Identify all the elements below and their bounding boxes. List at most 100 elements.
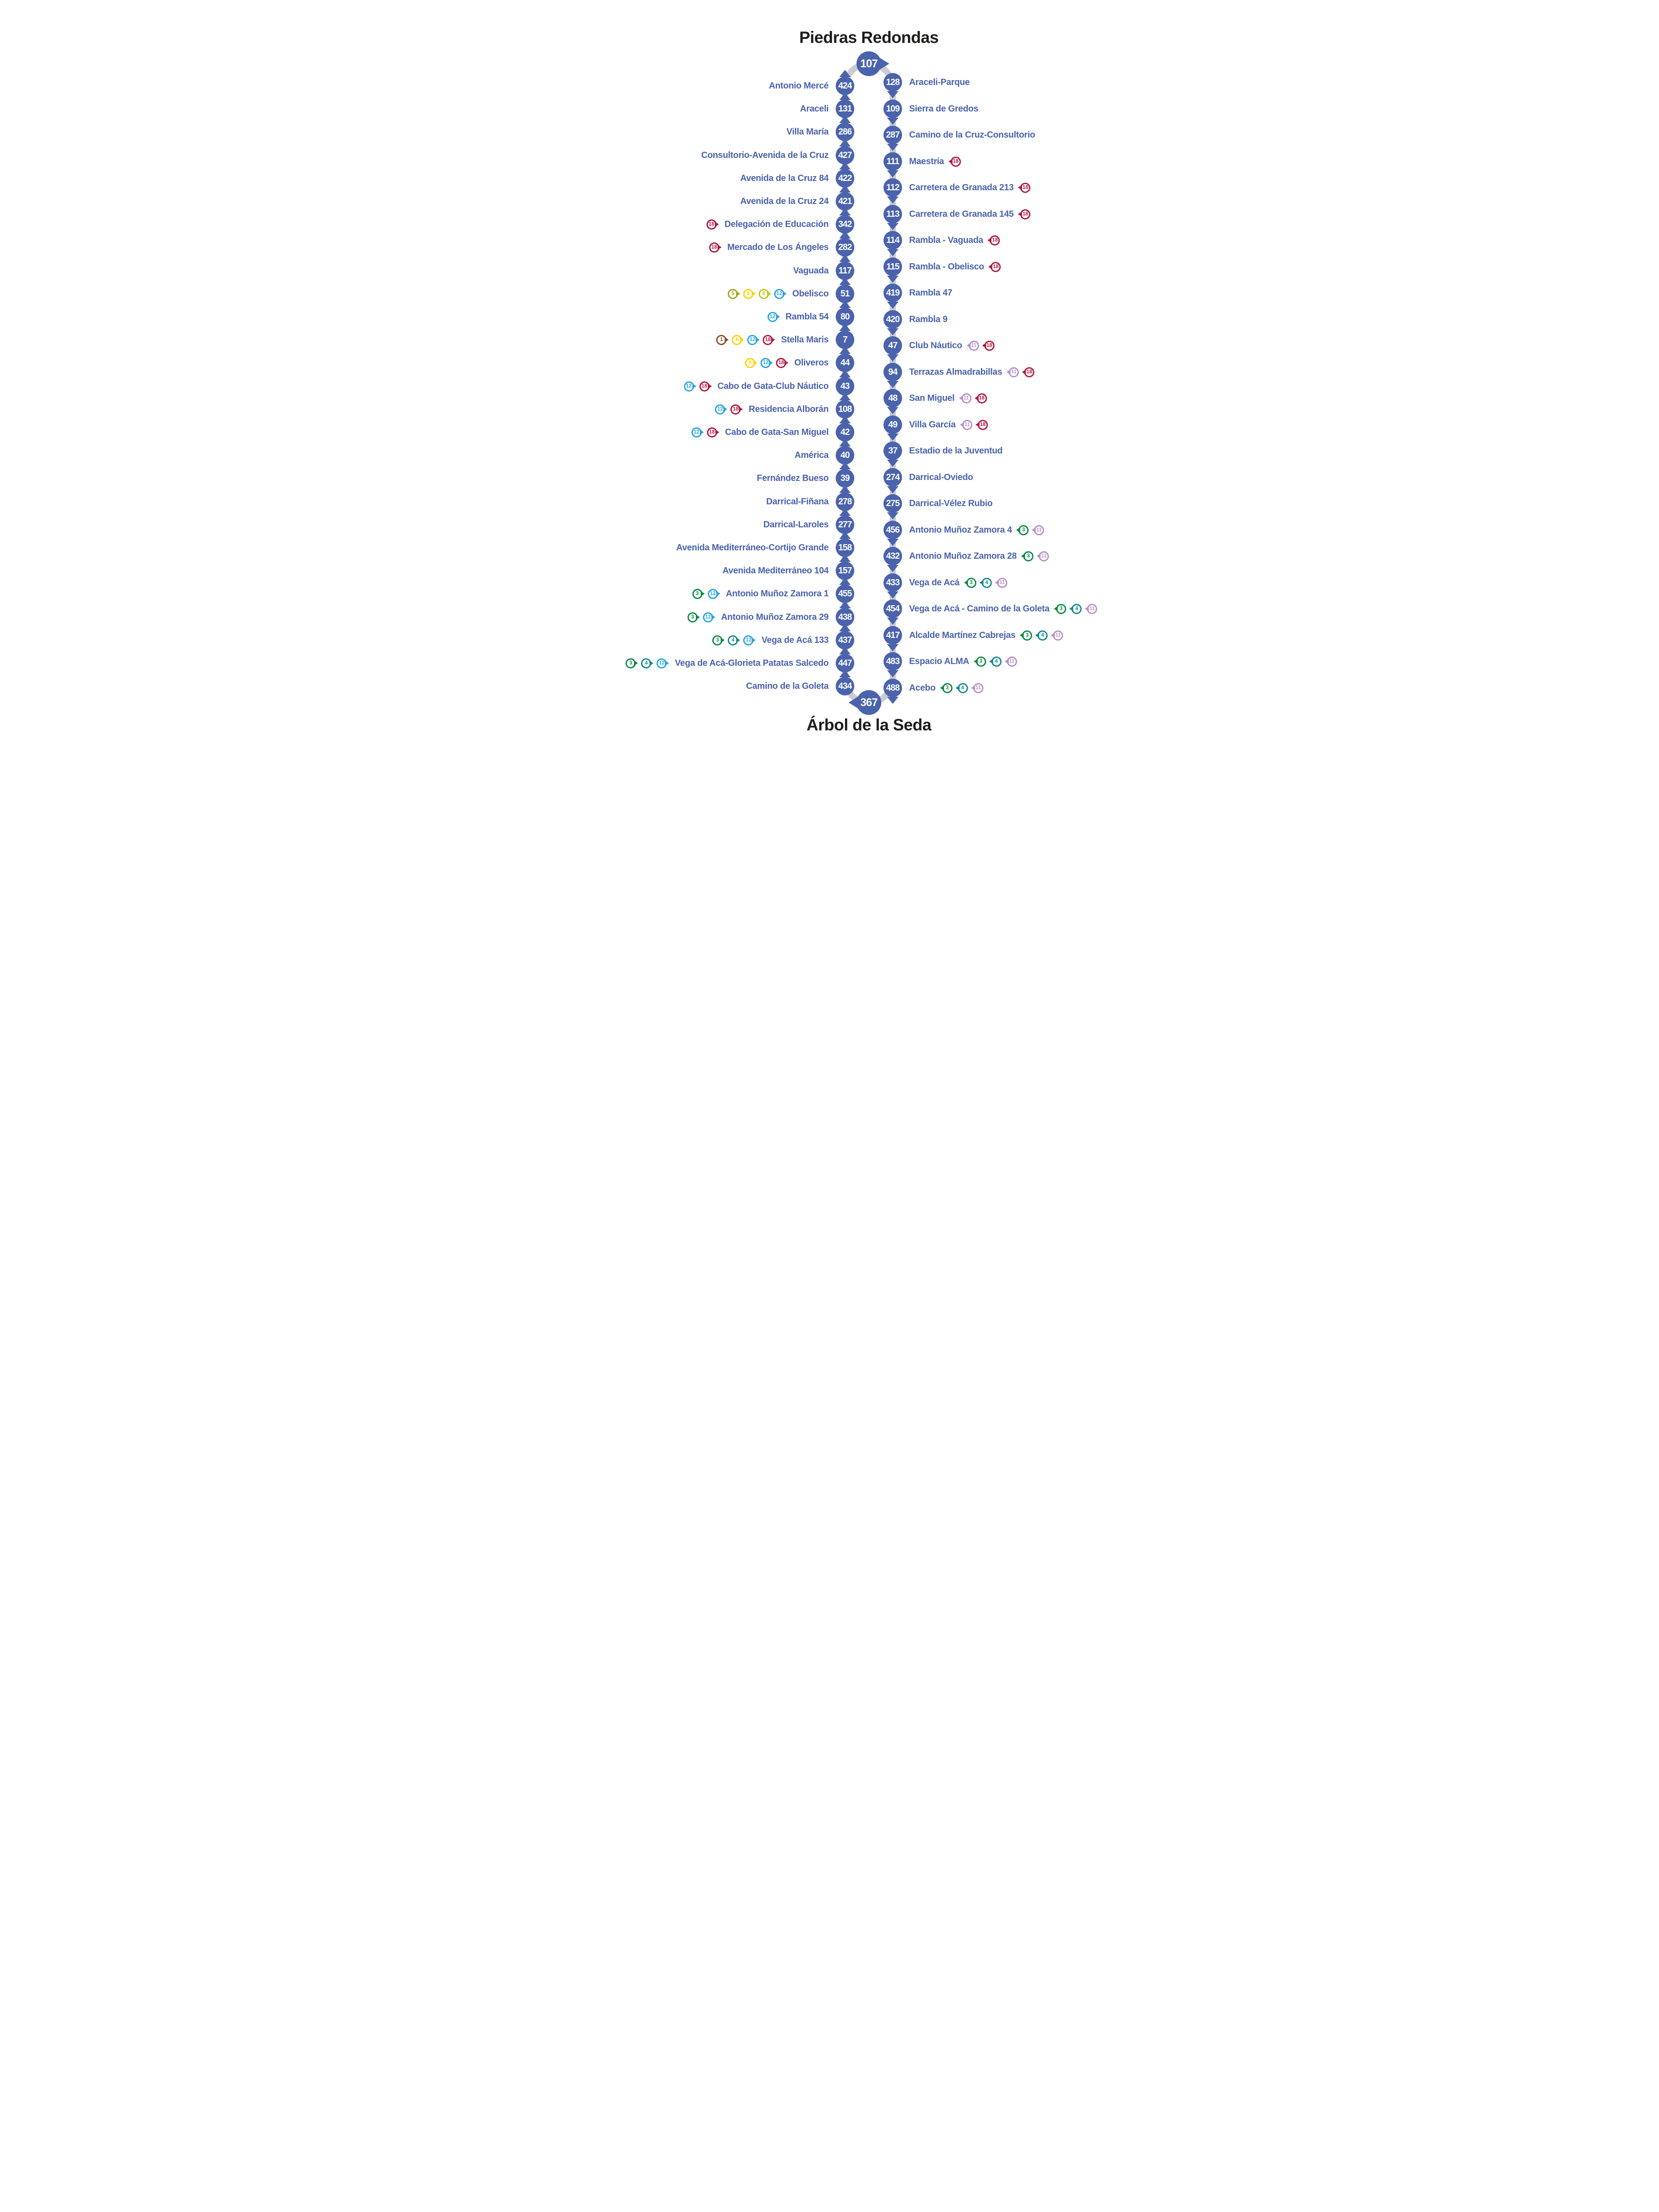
- stop-label: Darrical-Vélez Rubio: [909, 496, 994, 511]
- stop-name: Cabo de Gata-San Miguel: [725, 427, 829, 437]
- stop-marker: 417: [883, 626, 902, 645]
- stop-marker: 128: [883, 73, 902, 92]
- stop-label: Antonio Muñoz Zamora 4 3 11: [909, 522, 1045, 538]
- stop-marker: 44: [836, 353, 854, 372]
- stop-code: 275: [886, 498, 900, 508]
- stop-code: 111: [886, 156, 899, 166]
- stop-code: 40: [840, 450, 850, 460]
- stop-name: Darrical-Laroles: [763, 519, 829, 530]
- stop-label: Vega de Acá 3 4 11: [909, 575, 1007, 590]
- stop-name: Araceli-Parque: [909, 77, 970, 87]
- stop-marker: 342: [836, 215, 854, 234]
- stop-marker: 424: [836, 77, 854, 95]
- stop-marker: 114: [883, 231, 902, 250]
- line-badge-12: 12: [767, 311, 778, 322]
- line-badge-18: 18: [1020, 209, 1031, 219]
- stop-marker: 49: [883, 415, 902, 434]
- stop-code: 49: [888, 419, 898, 430]
- stop-code: 131: [838, 104, 852, 114]
- stop-direction-cone: [839, 162, 851, 169]
- stop-name: Antonio Muñoz Zamora 1: [726, 588, 829, 599]
- stop-marker: 37: [883, 442, 902, 460]
- line-badge-3: 3: [687, 612, 698, 622]
- line-badge-18: 18: [991, 261, 1001, 272]
- line-badge-11: 11: [968, 340, 979, 351]
- line-badge-18: 18: [990, 235, 1000, 246]
- stop-name: Vega de Acá: [909, 577, 960, 588]
- stop-code: 420: [886, 314, 900, 324]
- stop-label: 18 Mercado de Los Ángeles: [709, 240, 829, 255]
- line-badge-6: 6: [743, 288, 753, 299]
- stop-marker: 420: [883, 310, 902, 329]
- stop-code: 117: [838, 265, 852, 276]
- stop-marker: 274: [883, 468, 902, 487]
- line-badge-18: 18: [699, 381, 710, 392]
- stop-name: Avenida Mediterráneo-Cortijo Grande: [676, 542, 829, 553]
- line-badge-11: 11: [1053, 630, 1064, 641]
- stop-marker: 39: [836, 469, 854, 488]
- line-badge-11: 11: [962, 419, 972, 430]
- stop-name: Carretera de Granada 213: [909, 182, 1014, 192]
- line-badge-18: 18: [1020, 182, 1031, 193]
- stop-name: Terrazas Almadrabillas: [909, 367, 1002, 377]
- stop-name: Club Náutico: [909, 340, 962, 350]
- stop-code: 427: [838, 150, 852, 160]
- line-badge-11: 11: [1034, 525, 1045, 535]
- stop-direction-cone: [887, 170, 899, 177]
- stop-code: 109: [886, 104, 900, 114]
- stop-direction-cone: [887, 407, 899, 414]
- stop-label: 3 4 12 Vega de Acá-Glorieta Patatas Salcedo: [626, 656, 829, 671]
- stop-name: Avenida de la Cruz 84: [740, 173, 829, 183]
- line-badge-18: 18: [984, 340, 995, 351]
- stop-direction-cone: [839, 70, 851, 77]
- line-badge-3: 3: [692, 588, 703, 599]
- stop-code: 44: [840, 357, 850, 368]
- line-badge-6: 6: [745, 357, 756, 368]
- stop-code: 421: [838, 196, 852, 206]
- stop-code: 115: [886, 261, 899, 272]
- stop-code: 424: [838, 81, 852, 91]
- stop-code: 417: [886, 630, 900, 640]
- stop-name: Rambla - Vaguada: [909, 235, 983, 245]
- stop-code: 7: [842, 334, 848, 345]
- stop-marker: 108: [836, 400, 854, 419]
- stop-name: Vega de Acá - Camino de la Goleta: [909, 603, 1050, 614]
- line-badge-18: 18: [978, 419, 988, 430]
- stop-marker: 48: [883, 389, 902, 407]
- stop-marker: 483: [883, 652, 902, 671]
- stop-name: Maestría: [909, 156, 944, 166]
- terminal-bottom-marker: 367: [856, 690, 881, 715]
- stop-marker: 275: [883, 494, 902, 513]
- stop-label: Darrical-Laroles: [761, 517, 829, 532]
- stop-marker: 51: [836, 284, 854, 303]
- stop-code: 51: [840, 288, 850, 299]
- stop-code: 114: [886, 235, 899, 245]
- terminus-title-top: Piedras Redondas: [799, 28, 939, 46]
- stop-marker: 115: [883, 257, 902, 276]
- stop-marker: 109: [883, 100, 902, 118]
- line-badge-5: 5: [727, 288, 738, 299]
- stop-label: Rambla - Vaguada 18: [909, 233, 1000, 248]
- stop-marker: 111: [883, 152, 902, 171]
- stop-code: 287: [886, 130, 900, 140]
- line-badge-8: 8: [758, 288, 769, 299]
- stop-name: Antonio Muñoz Zamora 28: [909, 551, 1017, 561]
- line-badge-18: 18: [776, 357, 787, 368]
- stop-code: 94: [888, 367, 898, 377]
- stop-label: Avenida de la Cruz 24: [737, 194, 829, 209]
- stop-marker: 47: [883, 336, 902, 355]
- stop-name: Cabo de Gata-Club Náutico: [717, 381, 829, 391]
- line-badge-12: 12: [684, 381, 694, 392]
- line-badge-11: 11: [961, 393, 972, 403]
- line-badge-11: 11: [997, 577, 1007, 588]
- stop-name: Darrical-Vélez Rubio: [909, 498, 993, 508]
- stop-direction-cone: [887, 486, 899, 493]
- stop-code: 432: [886, 551, 900, 561]
- stop-label: 3 12 Antonio Muñoz Zamora 1: [692, 586, 829, 601]
- stop-code: 488: [886, 683, 900, 693]
- stop-marker: 287: [883, 126, 902, 144]
- stop-code: 286: [838, 127, 852, 137]
- stop-label: Camino de la Goleta: [743, 679, 829, 694]
- stop-code: 455: [838, 588, 852, 599]
- line-badge-11: 11: [1009, 367, 1019, 377]
